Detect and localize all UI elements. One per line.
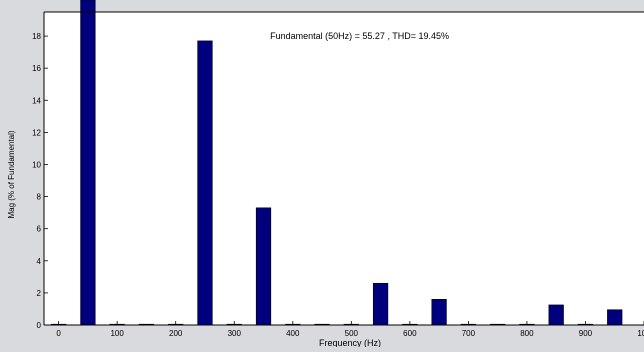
y-tick-label: 2: [37, 289, 42, 298]
x-tick-label: 500: [345, 329, 359, 338]
y-tick-label: 16: [32, 64, 41, 73]
x-tick-label: 300: [228, 329, 242, 338]
y-tick-label: 6: [37, 225, 42, 234]
y-tick-label: 10: [32, 160, 41, 169]
y-tick-label: 8: [37, 193, 42, 202]
x-tick-label: 700: [462, 329, 476, 338]
bar-850hz: [548, 304, 564, 326]
chart-title: Fundamental (50Hz) = 55.27 , THD= 19.45%: [270, 31, 449, 41]
x-axis-label: Frequency (Hz): [319, 338, 381, 347]
y-axis-label: Mag (% of Fundamental): [7, 130, 16, 218]
axes-group: [43, 11, 644, 326]
x-tick-label: 400: [286, 329, 300, 338]
bar-250hz: [197, 40, 213, 326]
x-tick-label: 800: [520, 329, 534, 338]
ticks-group: 0 2 4 6 8 10 12 14 16 18 0 100 200 300 400 500 600 700 800…: [32, 32, 644, 338]
y-tick-label: 4: [37, 257, 42, 266]
x-tick-label: 200: [169, 329, 183, 338]
x-tick-label: 900: [579, 329, 593, 338]
x-tick-label: 0: [56, 329, 61, 338]
x-tick-label: 600: [403, 329, 417, 338]
x-tick-label: 100: [110, 329, 124, 338]
y-tick-label: 0: [37, 321, 42, 330]
bar-550hz: [372, 282, 389, 326]
plot-area: [44, 12, 644, 325]
y-tick-label: 14: [32, 96, 41, 105]
y-tick-label: 18: [32, 32, 41, 41]
bar-650hz: [431, 299, 447, 326]
bar-950hz: [607, 309, 623, 326]
x-tick-label: 100: [637, 329, 644, 338]
bar-350hz: [255, 207, 272, 326]
y-tick-label: 12: [32, 128, 41, 137]
bar-50hz: [80, 0, 96, 326]
